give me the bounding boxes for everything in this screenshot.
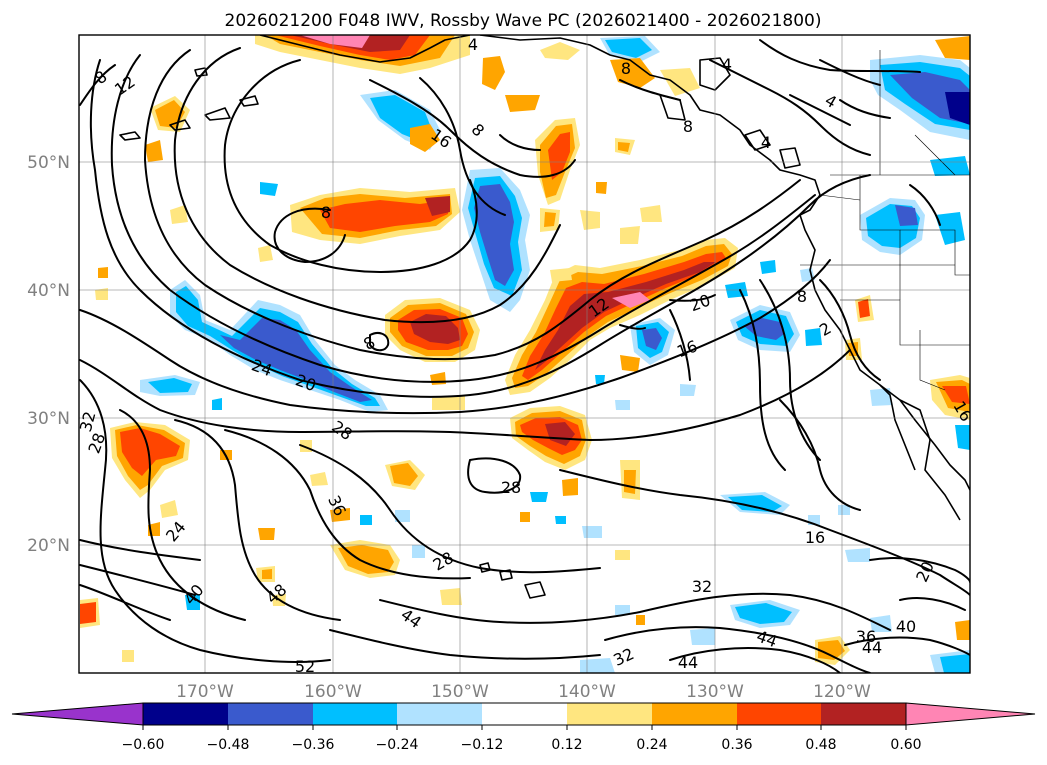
colorbar-segment — [567, 703, 652, 725]
contour-label: 8 — [321, 203, 331, 222]
contour-label: 4 — [468, 35, 478, 54]
colorbar-extend-left — [11, 702, 144, 726]
colorbar: −0.60 −0.48 −0.36 −0.24 −0.12 0.12 0.24 … — [11, 702, 1036, 753]
colorbar-tick-label: −0.36 — [292, 737, 335, 753]
colorbar-tick-label: −0.48 — [207, 737, 250, 753]
lat-label: 30°N — [27, 409, 70, 429]
contour-label: 28 — [501, 478, 521, 497]
lon-label: 150°W — [431, 682, 489, 702]
contour-label: 36 — [856, 627, 876, 646]
colorbar-tick-label: 0.36 — [721, 737, 752, 753]
colorbar-tick-label: 0.24 — [636, 737, 667, 753]
contour-label: 16 — [805, 528, 825, 547]
colorbar-tick-label: −0.12 — [461, 737, 504, 753]
figure-title: 2026021200 F048 IWV, Rossby Wave PC (202… — [225, 11, 822, 31]
colorbar-segment — [652, 703, 737, 725]
contour-label: 44 — [862, 638, 882, 657]
colorbar-tick-label: −0.60 — [122, 737, 165, 753]
contour-label: 8 — [683, 117, 693, 136]
contour-label: 4 — [722, 55, 732, 74]
contour-label: 32 — [76, 409, 100, 434]
contour-label: 4 — [761, 133, 771, 152]
contour-label: 8 — [621, 59, 631, 78]
colorbar-segment — [821, 703, 906, 725]
colorbar-segment — [143, 703, 228, 725]
colorbar-segment — [737, 703, 821, 725]
colorbar-segment — [397, 703, 482, 725]
lat-label: 40°N — [27, 281, 70, 301]
colorbar-tick-label: 0.12 — [551, 737, 582, 753]
colorbar-segment — [482, 703, 567, 725]
longitude-axis: 170°W 160°W 150°W 140°W 130°W 120°W — [176, 682, 871, 702]
colorbar-extend-right — [905, 702, 1036, 726]
lon-label: 140°W — [558, 682, 616, 702]
lat-label: 20°N — [27, 536, 70, 556]
latitude-axis: 50°N 40°N 30°N 20°N — [27, 153, 70, 556]
lon-label: 160°W — [304, 682, 362, 702]
lon-label: 130°W — [686, 682, 744, 702]
contour-label: 32 — [692, 577, 712, 596]
contour-label: 8 — [797, 287, 807, 306]
lat-label: 50°N — [27, 153, 70, 173]
lon-label: 170°W — [176, 682, 234, 702]
colorbar-tick-label: −0.24 — [376, 737, 419, 753]
colorbar-tick-label: 0.48 — [805, 737, 836, 753]
gridline-layer — [79, 35, 970, 673]
map-frame — [78, 34, 971, 674]
colorbar-outline — [142, 702, 907, 726]
colorbar-tick-label: 0.60 — [890, 737, 921, 753]
iwv-contour-layer — [79, 39, 970, 673]
anomaly-fill-layer — [80, 35, 970, 673]
contour-label: 40 — [896, 617, 916, 636]
contour-label: 44 — [678, 653, 698, 672]
colorbar-segment — [313, 703, 397, 725]
map-panel: 8 12 16 8 4 8 4 4 8 4 12 20 16 8 2 8 24 … — [76, 35, 970, 676]
lon-label: 120°W — [813, 682, 871, 702]
contour-label: 52 — [295, 657, 315, 676]
colorbar-segment — [228, 703, 313, 725]
colorbar-ticks — [142, 725, 907, 730]
